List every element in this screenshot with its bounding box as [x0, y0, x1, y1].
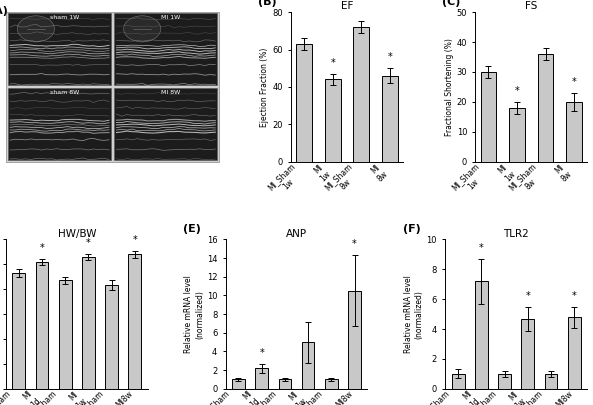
- Bar: [256, 368, 268, 389]
- Bar: [232, 379, 245, 389]
- Text: *: *: [352, 239, 357, 249]
- FancyBboxPatch shape: [6, 12, 219, 162]
- Bar: [452, 374, 464, 389]
- Title: TLR2: TLR2: [503, 228, 529, 239]
- Y-axis label: Relative mRNA level
(normalized): Relative mRNA level (normalized): [404, 275, 424, 353]
- Bar: [568, 317, 581, 389]
- Bar: [296, 44, 312, 162]
- Bar: [480, 72, 496, 162]
- Title: ANP: ANP: [286, 228, 307, 239]
- Bar: [475, 281, 488, 389]
- Bar: [521, 319, 534, 389]
- Bar: [325, 379, 337, 389]
- Bar: [129, 254, 141, 389]
- Text: *: *: [259, 347, 264, 358]
- Text: *: *: [330, 58, 335, 68]
- Bar: [498, 374, 511, 389]
- Bar: [12, 273, 25, 389]
- Circle shape: [124, 16, 161, 42]
- FancyBboxPatch shape: [8, 13, 111, 85]
- Text: *: *: [515, 86, 519, 96]
- Text: *: *: [572, 77, 576, 87]
- Bar: [36, 262, 49, 389]
- Text: *: *: [387, 52, 392, 62]
- Text: MI 8W: MI 8W: [161, 90, 181, 95]
- Bar: [348, 291, 361, 389]
- Text: *: *: [86, 238, 91, 248]
- Text: (E): (E): [183, 224, 201, 234]
- Bar: [538, 54, 553, 162]
- Text: (A): (A): [0, 6, 8, 16]
- Bar: [509, 108, 525, 162]
- Title: EF: EF: [341, 1, 353, 11]
- Text: sham 1W: sham 1W: [50, 15, 79, 20]
- Y-axis label: Relative mRNA level
(normalized): Relative mRNA level (normalized): [184, 275, 204, 353]
- Title: HW/BW: HW/BW: [58, 228, 96, 239]
- Text: (F): (F): [403, 224, 420, 234]
- Bar: [544, 374, 557, 389]
- Bar: [59, 280, 72, 389]
- Bar: [566, 102, 582, 162]
- FancyBboxPatch shape: [8, 87, 111, 160]
- Text: *: *: [572, 291, 576, 301]
- Text: *: *: [479, 243, 484, 253]
- Text: sham 8W: sham 8W: [50, 90, 79, 95]
- FancyBboxPatch shape: [114, 13, 218, 85]
- Text: (B): (B): [258, 0, 276, 7]
- Text: (C): (C): [442, 0, 460, 7]
- Title: FS: FS: [525, 1, 537, 11]
- Bar: [82, 257, 95, 389]
- Bar: [325, 79, 340, 162]
- FancyBboxPatch shape: [114, 87, 218, 160]
- Text: *: *: [525, 291, 530, 301]
- Text: *: *: [40, 243, 44, 253]
- Y-axis label: Ejection Fraction (%): Ejection Fraction (%): [260, 47, 269, 127]
- Bar: [279, 379, 291, 389]
- Text: MI 1W: MI 1W: [161, 15, 181, 20]
- Bar: [302, 342, 314, 389]
- Bar: [353, 27, 369, 162]
- Bar: [105, 286, 118, 389]
- Circle shape: [17, 16, 55, 42]
- Text: *: *: [132, 234, 137, 245]
- Bar: [382, 76, 398, 162]
- Y-axis label: Fractional Shortening (%): Fractional Shortening (%): [445, 38, 454, 136]
